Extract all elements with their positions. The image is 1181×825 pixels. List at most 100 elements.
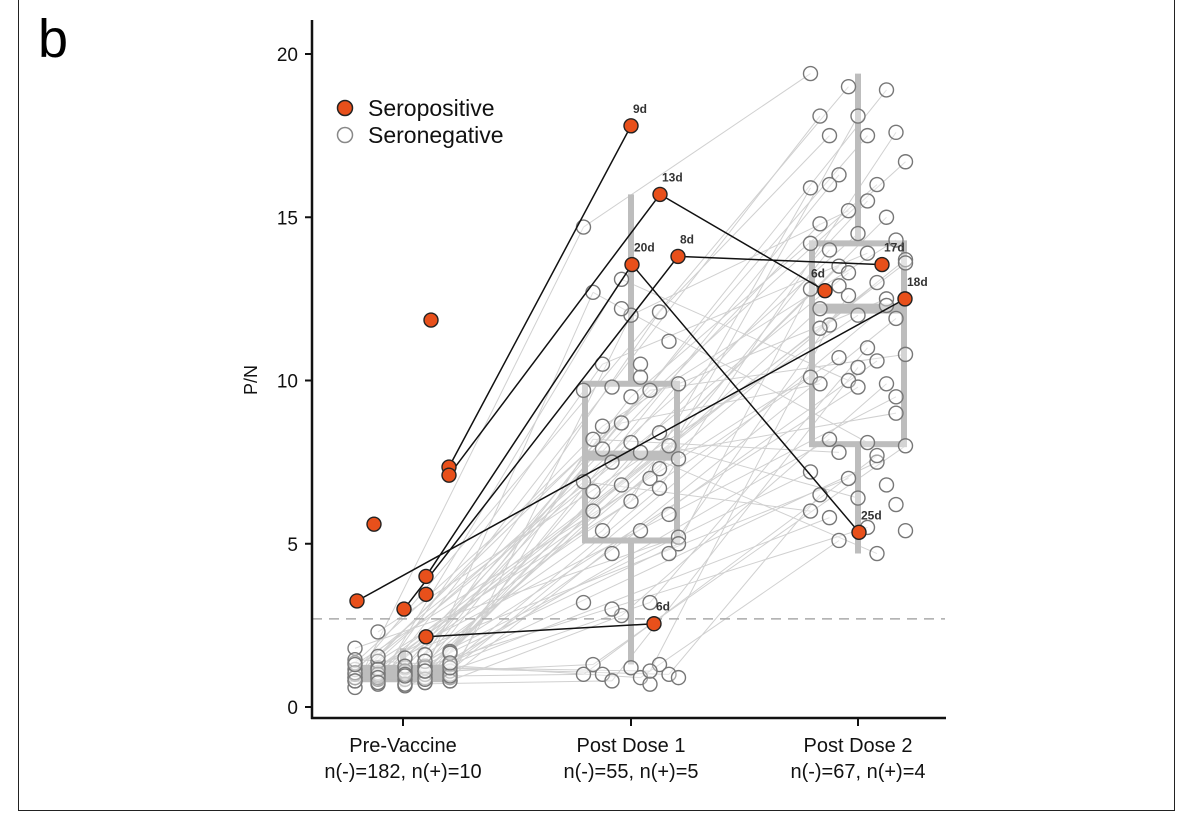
seronegative-point (888, 232, 904, 248)
seronegative-point (397, 650, 413, 666)
seropositive-point (418, 586, 434, 603)
seronegative-point (821, 242, 838, 258)
seronegative-point (623, 660, 639, 676)
seronegative-point (850, 225, 866, 242)
seronegative-point (888, 124, 904, 141)
axes (310, 20, 946, 720)
seronegative-point (869, 545, 885, 562)
subject-line (668, 445, 859, 499)
subject-line (592, 291, 868, 443)
subject-line (354, 396, 897, 679)
seronegative-point (812, 108, 828, 124)
subject-line (449, 487, 660, 665)
seronegative-point (831, 444, 847, 461)
seronegative-point (661, 438, 677, 454)
seropositive-point (423, 312, 439, 328)
seronegative-point (370, 669, 386, 686)
seronegative-point (623, 493, 639, 510)
days-label: 13d (662, 170, 683, 184)
seronegative-point (370, 661, 386, 678)
seronegative-point (642, 676, 658, 692)
subject-line (404, 680, 613, 685)
seropositive-line (677, 255, 883, 266)
seronegative-point (897, 522, 914, 539)
seronegative-point (585, 284, 601, 301)
seronegative-point (869, 353, 885, 369)
seronegative-point (850, 379, 866, 395)
seropositive-line (448, 125, 632, 468)
seropositive-line (425, 264, 633, 577)
x-ticks: Pre-Vaccine n(-)=182, n(+)=10 Post Dose 1 n… (324, 718, 926, 783)
subject-line (583, 481, 811, 512)
seronegative-point (575, 382, 592, 398)
seronegative-point (442, 673, 458, 689)
seropositive-line (631, 264, 860, 533)
seronegative-point (651, 304, 668, 320)
seronegative-point (575, 594, 592, 611)
seropositive-point (874, 256, 890, 273)
seropositive-point (817, 283, 833, 299)
subject-line (354, 226, 584, 688)
seronegative-point (347, 665, 363, 681)
seronegative-point (897, 346, 914, 363)
panel-label: b (38, 9, 69, 69)
seronegative-point (594, 356, 611, 372)
subject-line (659, 115, 859, 469)
seronegative-point (613, 415, 630, 431)
seronegative-point (888, 310, 904, 327)
seronegative-point (812, 487, 828, 503)
seropositive-point (366, 516, 382, 532)
subject-line (630, 184, 878, 398)
y-tick-label: 5 (287, 535, 298, 556)
seropositive-line (659, 193, 826, 292)
seronegative-point (859, 340, 876, 356)
legend-seronegative-label: Seronegative (368, 122, 504, 148)
seronegative-point (840, 265, 857, 281)
seronegative-point (642, 470, 658, 487)
figure-frame (18, 0, 1175, 811)
seronegative-point (661, 666, 677, 683)
seropositive-line (356, 298, 906, 602)
seronegative-point (802, 65, 819, 82)
subject-line (354, 357, 840, 665)
subject-line (377, 259, 906, 679)
seronegative-point (812, 376, 828, 392)
seropositive-point (396, 601, 412, 617)
subject-line (354, 86, 849, 674)
seropositive-point (349, 593, 365, 609)
x-tick-label: Pre-Vaccine (349, 735, 456, 757)
seronegative-point (670, 376, 687, 392)
seronegative-point (661, 333, 677, 350)
seronegative-point (604, 601, 620, 617)
seronegative-point (370, 648, 386, 665)
seropositive-point (652, 186, 668, 203)
seronegative-point (878, 477, 895, 493)
subject-line (377, 279, 622, 683)
days-label: 6d (811, 267, 825, 281)
seronegative-point (878, 297, 895, 314)
box (809, 240, 907, 448)
subject-line (659, 135, 830, 313)
days-label: 17d (884, 241, 905, 255)
y-tick-label: 20 (277, 45, 298, 66)
seronegative-point (897, 154, 914, 170)
seronegative-point (370, 674, 386, 691)
seronegative-point (575, 666, 592, 683)
subject-line (424, 200, 868, 680)
seronegative-point (840, 203, 857, 219)
subject-line (630, 210, 849, 316)
subject-line (424, 396, 632, 662)
seronegative-point (651, 460, 668, 477)
seronegative-point (850, 359, 866, 376)
subject-line (354, 461, 613, 670)
seronegative-point (821, 509, 838, 526)
x-tick-count: n(-)=67, n(+)=4 (790, 761, 925, 783)
seronegative-point (651, 480, 668, 496)
seronegative-point (575, 219, 592, 235)
seronegative-point (878, 376, 895, 392)
subject-line (404, 223, 821, 659)
subject-line (424, 308, 821, 672)
seronegative-point (802, 464, 819, 480)
seronegative-point (642, 663, 658, 679)
